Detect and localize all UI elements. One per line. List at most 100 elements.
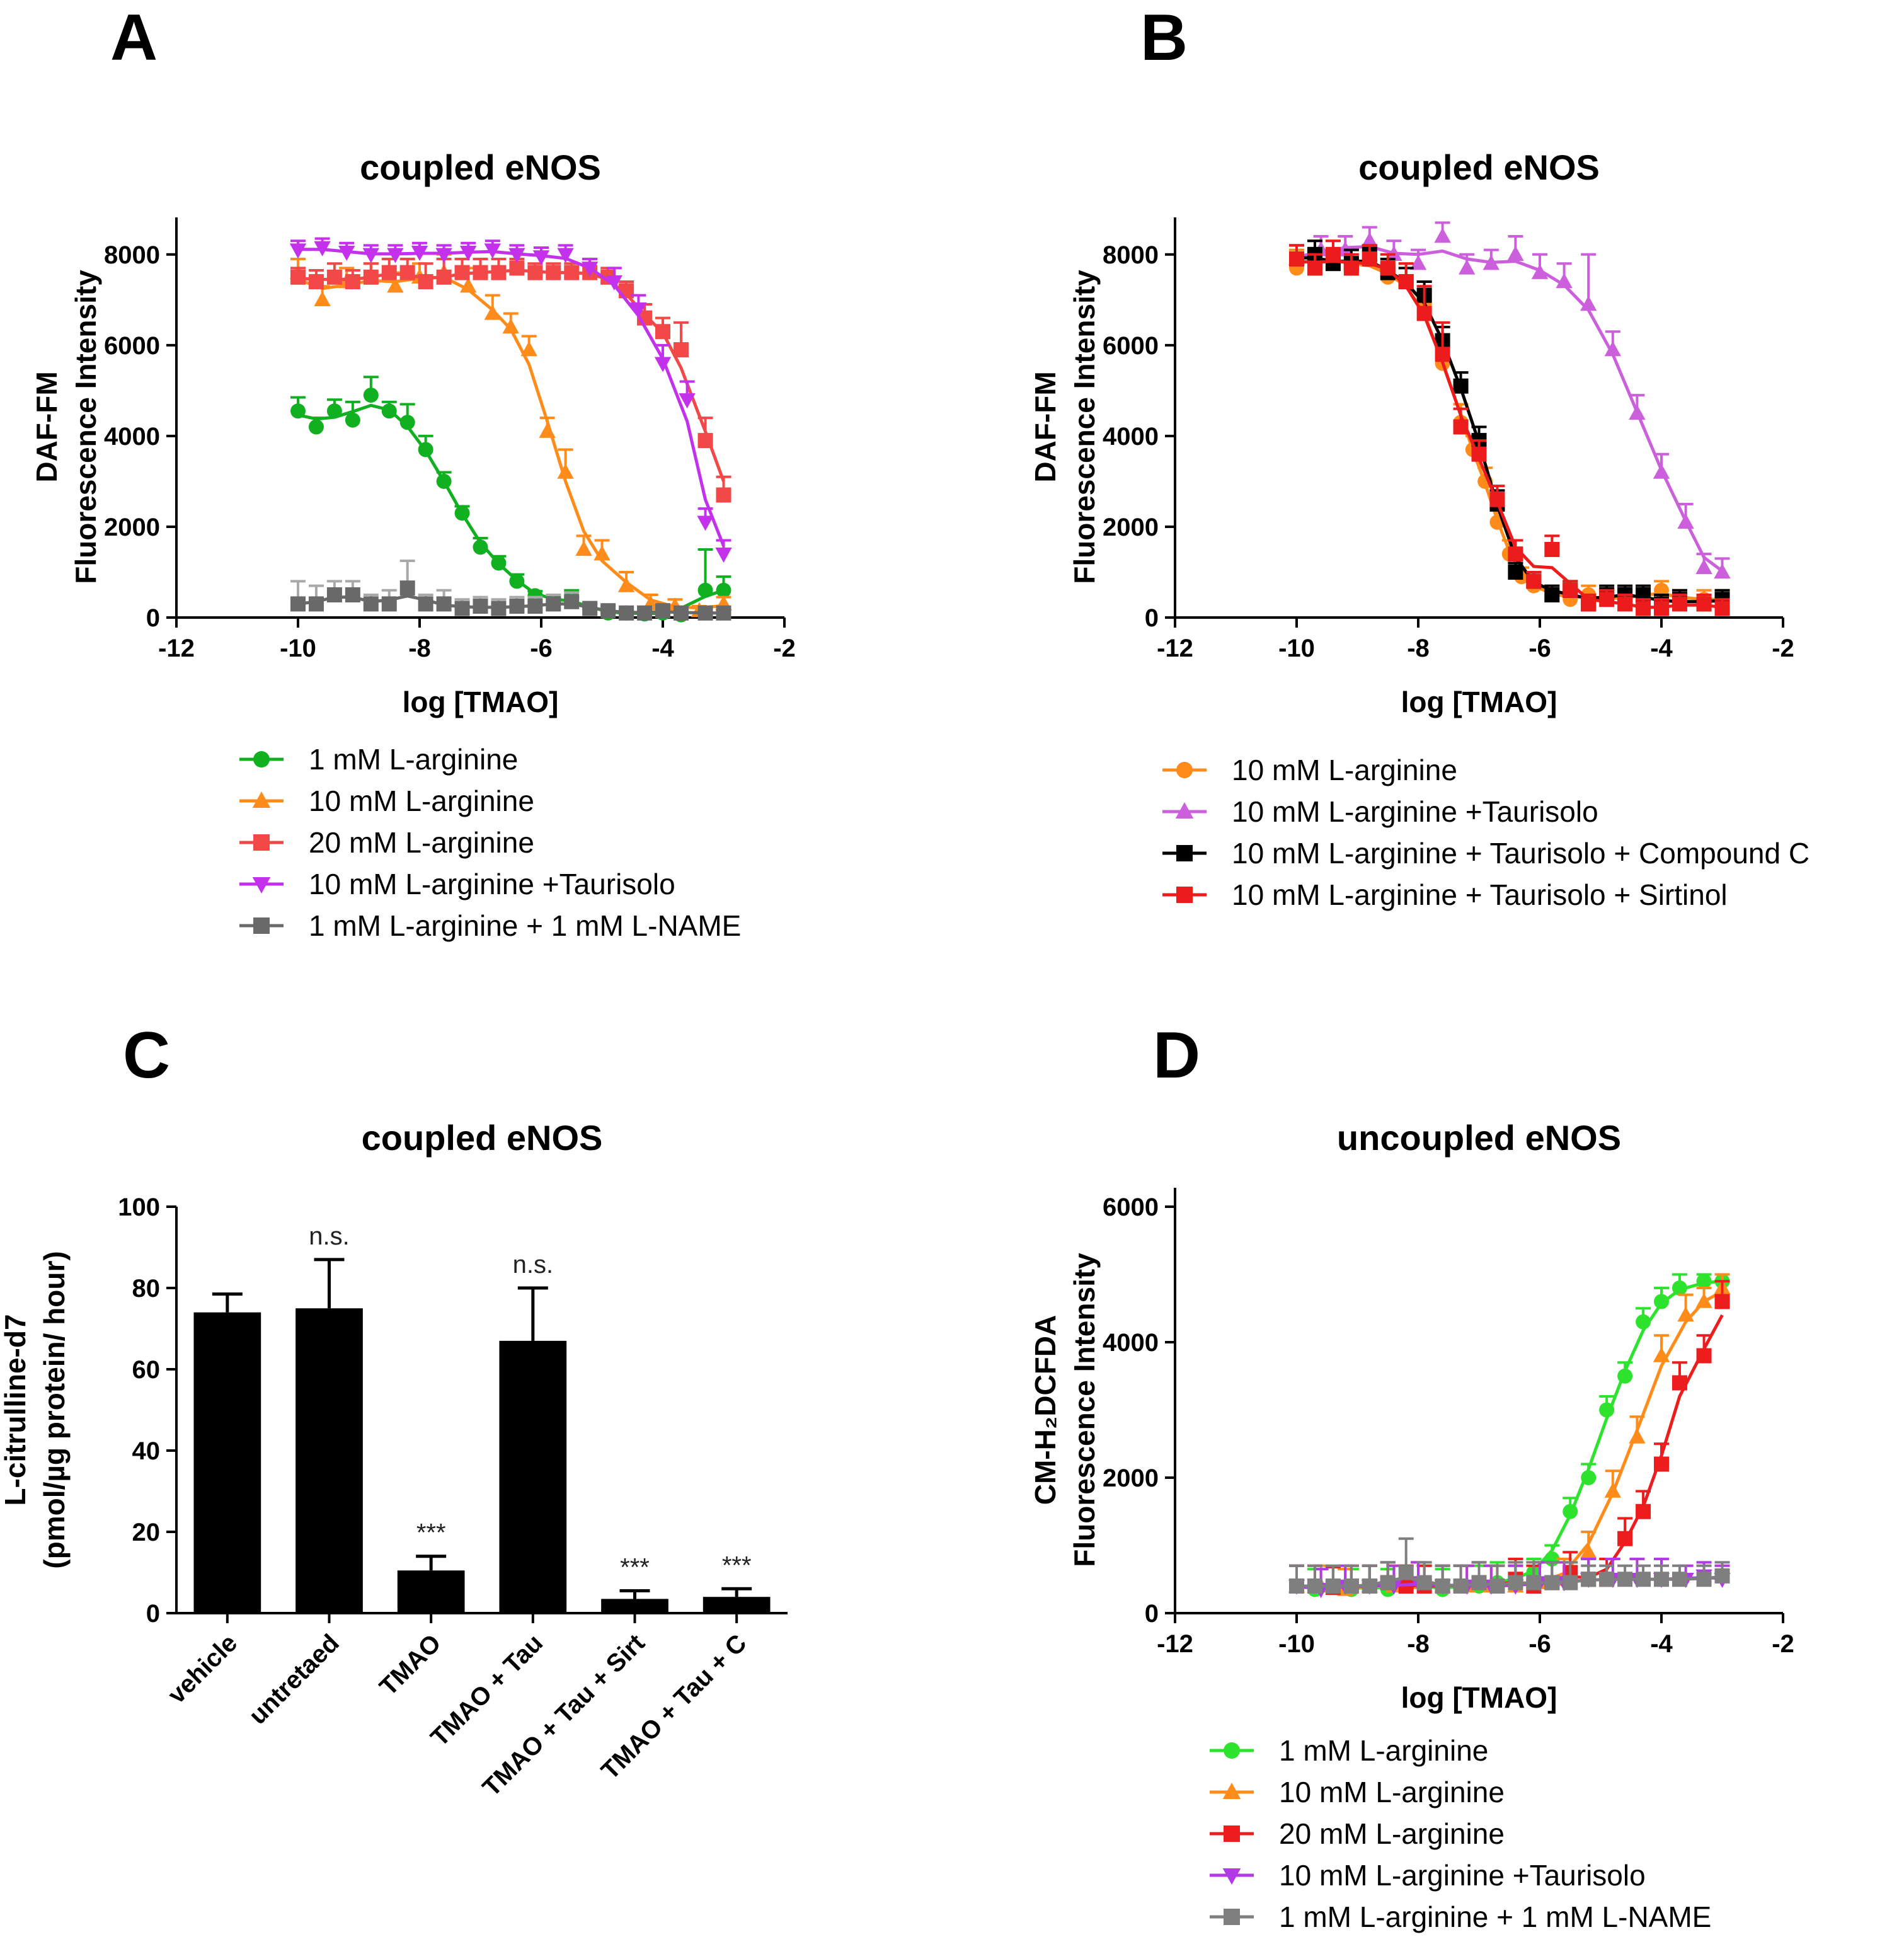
data-point <box>502 318 519 334</box>
data-point <box>326 269 342 285</box>
data-point <box>1526 573 1542 589</box>
legend-entry: 10 mM L-arginine +Taurisolo <box>1162 795 1598 828</box>
data-point <box>1714 1568 1730 1584</box>
panel-letter-b: B <box>1140 1 1188 74</box>
x-tick-label: -12 <box>158 635 195 662</box>
data-point <box>1544 541 1560 557</box>
legend-entry: 1 mM L-arginine <box>239 743 518 776</box>
significance-label: n.s. <box>309 1222 349 1250</box>
series-1 <box>289 253 732 618</box>
data-point <box>290 596 306 612</box>
data-point <box>673 605 689 621</box>
data-point <box>1654 1572 1669 1587</box>
legend-marker <box>1224 1825 1240 1842</box>
data-point <box>617 577 635 592</box>
data-point <box>654 357 672 372</box>
x-tick-label: -4 <box>651 635 674 662</box>
data-point <box>1672 1572 1687 1587</box>
series-2 <box>1289 1280 1730 1595</box>
data-point <box>381 265 397 280</box>
data-point <box>1289 251 1304 267</box>
data-point <box>308 419 324 435</box>
panel-a-chart: coupled eNOS -12 -10 -8 -6 -4 -2 0 2000 4000 6000 8… <box>30 147 796 942</box>
series-3 <box>1289 239 1730 616</box>
legend-entry: 10 mM L-arginine + Taurisolo + Compound … <box>1162 837 1809 870</box>
x-tick-label: -6 <box>530 635 553 662</box>
data-point <box>697 515 714 531</box>
data-point <box>1398 274 1414 290</box>
series-3 <box>289 237 732 563</box>
data-point <box>473 539 488 555</box>
data-point <box>1714 1294 1730 1309</box>
data-point <box>436 473 452 489</box>
legend-marker <box>1222 1783 1241 1800</box>
panel-b-chart: coupled eNOS -12 -10 -8 -6 -4 -2 0 2000 4000 6000 8… <box>1029 147 1809 911</box>
data-point <box>1636 1503 1651 1519</box>
data-point <box>1580 296 1597 311</box>
legend-marker <box>1176 762 1193 778</box>
data-point <box>1654 1294 1669 1309</box>
bar <box>601 1599 668 1613</box>
data-point <box>387 277 404 293</box>
y-tick-label: 20 <box>132 1519 161 1546</box>
data-point <box>345 274 360 290</box>
data-point <box>1489 1578 1505 1594</box>
series-4 <box>1289 1537 1730 1594</box>
data-point <box>363 269 379 285</box>
legend-marker <box>1176 887 1193 903</box>
significance-label: *** <box>722 1551 752 1579</box>
x-tick-label: -2 <box>1772 635 1794 662</box>
series-0 <box>290 376 731 623</box>
data-point <box>1653 1347 1670 1362</box>
data-point <box>715 547 732 563</box>
data-point <box>1544 587 1560 602</box>
data-point <box>290 269 306 285</box>
legend-marker <box>252 791 271 808</box>
data-point <box>532 250 550 266</box>
data-point <box>716 487 731 503</box>
x-tick-label: -4 <box>1650 635 1673 662</box>
data-point <box>435 248 452 263</box>
data-point <box>564 594 580 609</box>
data-point <box>1307 260 1322 276</box>
chart-title: coupled eNOS <box>362 1118 603 1158</box>
data-point <box>1581 596 1597 612</box>
data-point <box>460 246 477 262</box>
data-point <box>1654 601 1669 616</box>
data-point <box>673 342 689 358</box>
y-axis-label: CM-H₂DCFDA <box>1029 1315 1062 1505</box>
y-axis-label: Fluorescence Intensity <box>69 270 102 584</box>
y-tick-label: 0 <box>1145 1600 1159 1628</box>
data-point <box>338 246 355 262</box>
data-point <box>290 403 306 419</box>
data-point <box>1580 1543 1597 1559</box>
x-tick-label: -2 <box>1772 1630 1794 1658</box>
x-tick-label: -2 <box>773 635 796 662</box>
legend-label: 10 mM L-arginine +Taurisolo <box>1232 795 1598 828</box>
y-tick-label: 8000 <box>1103 241 1159 269</box>
data-point <box>1714 563 1731 579</box>
chart-title: uncoupled eNOS <box>1337 1118 1621 1158</box>
x-tick-label: -10 <box>1278 1630 1315 1658</box>
data-point <box>679 393 696 409</box>
panel-letter-c: C <box>123 1019 170 1092</box>
data-point <box>1556 273 1573 289</box>
data-point <box>557 248 574 263</box>
data-point <box>600 603 616 619</box>
data-point <box>381 403 397 419</box>
legend-entry: 1 mM L-arginine + 1 mM L-NAME <box>1210 1900 1711 1933</box>
y-tick-label: 0 <box>1145 604 1159 632</box>
data-point <box>546 265 561 280</box>
data-point <box>484 243 501 259</box>
data-point <box>1636 1572 1651 1587</box>
y-tick-label: 60 <box>132 1356 161 1384</box>
data-point <box>491 601 507 616</box>
legend-marker <box>252 877 271 894</box>
data-point <box>1653 463 1670 479</box>
series-0 <box>1289 1273 1730 1597</box>
y-axis-label: DAF-FM <box>30 371 63 482</box>
data-point <box>1629 405 1646 420</box>
data-point <box>1544 1575 1560 1590</box>
x-tick-label: -8 <box>1407 1630 1430 1658</box>
